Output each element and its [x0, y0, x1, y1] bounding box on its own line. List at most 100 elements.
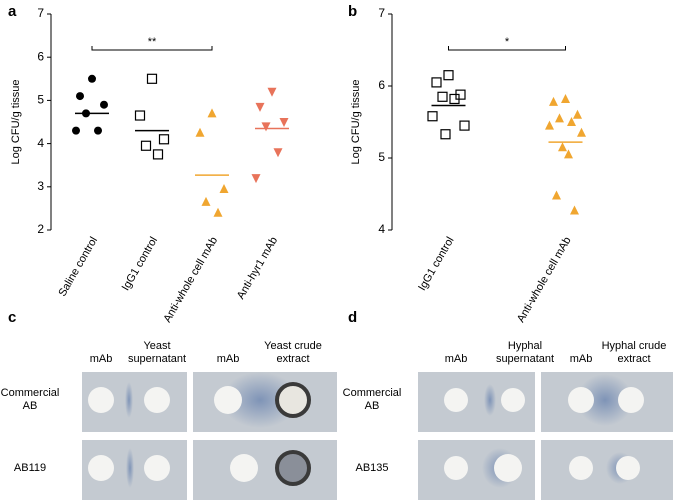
y-tick-label: 2	[37, 222, 44, 236]
y-tick-label: 5	[378, 150, 385, 164]
point	[564, 149, 573, 159]
point	[573, 109, 582, 119]
point	[72, 126, 80, 135]
y-tick-label: 6	[378, 78, 385, 92]
disc	[618, 387, 644, 413]
point	[152, 149, 164, 160]
row-label: AB135	[355, 462, 389, 474]
point	[558, 142, 567, 152]
photo-group	[82, 372, 337, 500]
point	[134, 110, 146, 121]
point	[549, 96, 558, 106]
point	[273, 148, 283, 158]
point	[459, 120, 470, 131]
column-label: Yeast crude extract	[264, 340, 322, 365]
x-tick-label: Anti-whole cell mAb	[515, 235, 574, 325]
column-label: Hyphal crude extract	[601, 340, 667, 365]
panel-letter: b	[348, 3, 357, 20]
row-label: Commercial AB	[0, 387, 60, 412]
point	[76, 92, 84, 101]
disc	[569, 456, 593, 480]
precipitin-line	[126, 448, 134, 488]
point	[146, 73, 158, 84]
point	[552, 190, 561, 200]
y-tick-label: 7	[37, 6, 44, 20]
disc	[444, 388, 468, 412]
y-tick-label: 4	[378, 222, 385, 236]
significance-label: **	[148, 36, 157, 48]
y-tick-label: 3	[37, 179, 44, 193]
point	[201, 196, 211, 206]
disc	[230, 454, 258, 482]
column-label: Yeast supernatant	[127, 340, 187, 365]
column-label: mAb	[89, 353, 113, 365]
point	[158, 134, 170, 145]
significance-bracket	[91, 46, 213, 51]
disc	[494, 454, 522, 482]
x-tick-label: Anti-whole cell mAb	[161, 235, 220, 325]
point	[427, 111, 438, 122]
point	[443, 70, 454, 81]
significance-label: *	[505, 36, 510, 48]
photo	[193, 440, 337, 500]
disc	[616, 456, 640, 480]
point	[545, 120, 554, 130]
precipitin-line	[484, 384, 496, 416]
disc	[568, 387, 594, 413]
column-label: mAb	[569, 353, 593, 365]
point	[570, 205, 579, 215]
point	[88, 74, 96, 83]
point	[207, 108, 217, 118]
panel-letter: d	[348, 309, 357, 326]
y-axis-label: Log CFU/g tissue	[10, 80, 22, 165]
precipitin-line	[125, 382, 133, 418]
well	[275, 450, 311, 486]
point	[555, 113, 564, 123]
point	[94, 126, 102, 135]
y-axis-label: Log CFU/g tissue	[350, 80, 362, 165]
y-tick-label: 4	[37, 136, 44, 150]
precipitin-zone	[222, 372, 298, 428]
point	[219, 183, 229, 193]
x-tick-label: IgG1 control	[416, 235, 456, 293]
precipitin-zone	[577, 374, 633, 426]
point	[255, 102, 265, 112]
point	[100, 100, 108, 109]
x-tick-label: IgG1 control	[120, 235, 160, 293]
column-label: mAb	[444, 353, 468, 365]
significance-bracket	[448, 46, 566, 51]
column-label: mAb	[216, 353, 240, 365]
point	[140, 140, 152, 151]
point	[561, 93, 570, 103]
y-tick-label: 6	[37, 49, 44, 63]
row-label: Commercial AB	[342, 387, 402, 412]
disc	[144, 455, 170, 481]
disc	[144, 387, 170, 413]
point	[437, 91, 448, 102]
point	[577, 127, 586, 137]
disc	[88, 387, 114, 413]
disc	[88, 455, 114, 481]
point	[261, 122, 271, 132]
point	[440, 129, 451, 140]
y-tick-label: 5	[37, 93, 44, 107]
disc	[501, 388, 525, 412]
point	[567, 117, 576, 126]
point	[279, 118, 289, 127]
well	[275, 382, 311, 418]
photo-group	[418, 372, 673, 500]
point	[251, 174, 261, 184]
point	[267, 87, 277, 97]
row-label: AB119	[13, 462, 47, 474]
y-tick-label: 7	[378, 6, 385, 20]
disc	[214, 386, 242, 414]
disc	[444, 456, 468, 480]
column-label: Hyphal supernatant	[495, 340, 555, 365]
x-tick-label: Saline control	[56, 235, 100, 299]
panel-letter: c	[8, 309, 16, 326]
point	[431, 77, 442, 88]
point	[195, 127, 205, 137]
panel-letter: a	[8, 3, 17, 20]
